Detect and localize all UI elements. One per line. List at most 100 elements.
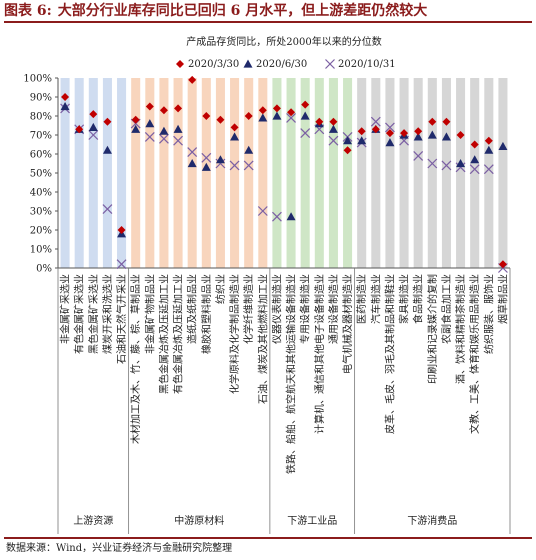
category-label: 橡胶和塑料制品业: [200, 274, 213, 354]
data-point: [187, 159, 197, 168]
data-point: [202, 112, 211, 120]
category-band: [230, 78, 240, 268]
data-point: [498, 260, 507, 269]
category-label: 皮革、毛皮、羽毛及其制品和制鞋业: [383, 274, 396, 434]
category-band: [328, 78, 338, 268]
category-label: 造纸及纸制品业: [186, 274, 199, 344]
legend-label: 2020/10/31: [338, 59, 396, 70]
group-label: 中游原材料: [174, 514, 224, 527]
data-point: [427, 158, 438, 169]
data-point: [102, 204, 113, 215]
category-band: [343, 78, 353, 268]
data-point: [75, 125, 84, 134]
group-label: 上游资源: [73, 514, 113, 527]
legend-marker: [325, 59, 335, 69]
y-tick-label: 100%: [23, 74, 52, 85]
data-point: [328, 135, 339, 146]
category-label: 专用设备制造业: [299, 274, 312, 344]
legend-marker: [176, 60, 184, 68]
category-label: 酒、饮料和精制茶制造业: [454, 274, 467, 384]
category-label: 黑色金属矿采选业: [87, 274, 100, 354]
figure-title: 图表 6: 大部分行业库存同比已回归 6 月水平，但上游差距仍然较大: [4, 2, 532, 20]
data-point: [328, 124, 338, 133]
data-point: [145, 119, 155, 128]
category-label: 农副食品加工业: [440, 274, 453, 344]
data-point: [301, 100, 310, 109]
category-band: [244, 78, 254, 268]
data-point: [455, 162, 466, 173]
category-band: [300, 78, 310, 268]
category-band: [371, 78, 381, 268]
chart-svg: 产成品存货同比，所处2000年以来的分位数 2020/3/30 2020/6/30 2…: [23, 35, 511, 534]
data-point: [116, 259, 127, 270]
data-point: [385, 122, 395, 133]
category-band: [187, 78, 197, 268]
category-label: 非金属矿物制品业: [143, 274, 156, 354]
figure-label: 图表 6:: [4, 3, 52, 19]
data-point: [414, 127, 423, 136]
data-point: [229, 160, 240, 171]
category-band: [441, 78, 451, 268]
category-band: [215, 78, 225, 268]
category-label: 计算机、通信和其他电子设备制造业: [313, 274, 326, 434]
y-tick-label: 20%: [30, 226, 52, 237]
category-band: [117, 78, 127, 268]
category-band: [357, 78, 367, 268]
data-point: [159, 126, 169, 135]
data-point: [173, 124, 183, 133]
y-tick-label: 90%: [30, 93, 52, 104]
category-label: 铁路、船舶、航空航天和其他运输设备制造业: [285, 274, 298, 474]
y-tick-label: 10%: [30, 245, 52, 256]
legend-marker: [243, 59, 253, 68]
category-band: [470, 78, 480, 268]
category-band: [498, 78, 508, 268]
data-point: [357, 136, 367, 145]
data-point: [428, 117, 437, 126]
category-label: 化学纤维制造业: [242, 274, 255, 344]
data-point: [61, 93, 70, 101]
category-band: [399, 78, 409, 268]
figure-title-text: 大部分行业库存同比已回归 6 月水平，但上游差距仍然较大: [57, 3, 428, 19]
category-label: 食品制造业: [412, 274, 425, 324]
category-band: [413, 78, 423, 268]
data-point: [469, 164, 480, 175]
data-point: [88, 122, 98, 131]
data-point: [103, 117, 112, 126]
data-point: [215, 155, 225, 164]
data-point: [216, 115, 225, 124]
data-point: [230, 123, 239, 132]
category-band: [102, 78, 112, 268]
category-label: 纺织业: [214, 274, 227, 304]
data-point: [88, 130, 99, 140]
data-point: [441, 132, 451, 141]
data-point: [442, 117, 451, 126]
data-point: [144, 131, 155, 142]
group-label: 下游消费品: [407, 514, 457, 527]
category-band: [286, 78, 296, 268]
data-point: [484, 136, 493, 145]
data-point: [258, 113, 268, 122]
category-label: 通用设备制造业: [327, 274, 340, 344]
data-point: [287, 108, 296, 117]
data-point: [243, 160, 254, 171]
category-label: 有色金属冶炼及压延加工业: [172, 274, 185, 394]
category-band: [258, 78, 268, 268]
data-point: [400, 129, 409, 138]
data-point: [145, 102, 154, 111]
category-band: [88, 78, 98, 268]
data-point: [370, 116, 381, 127]
category-label: 烟草制品业: [496, 274, 509, 324]
category-label: 电气机械及器材制造业: [341, 274, 354, 374]
data-point: [201, 162, 211, 171]
data-point: [244, 112, 253, 120]
chart-title: 产成品存货同比，所处2000年以来的分位数: [186, 35, 381, 48]
data-point: [131, 115, 140, 124]
data-point: [300, 128, 311, 139]
data-point: [343, 136, 353, 145]
category-label: 木材加工及木、竹、藤、棕、草制品业: [129, 274, 142, 444]
category-band: [272, 78, 282, 268]
category-label: 家具制造业: [398, 274, 411, 324]
category-label: 文教、工美、体育和娱乐用品制造业: [468, 274, 481, 434]
data-point: [159, 106, 168, 115]
data-point: [215, 158, 226, 169]
